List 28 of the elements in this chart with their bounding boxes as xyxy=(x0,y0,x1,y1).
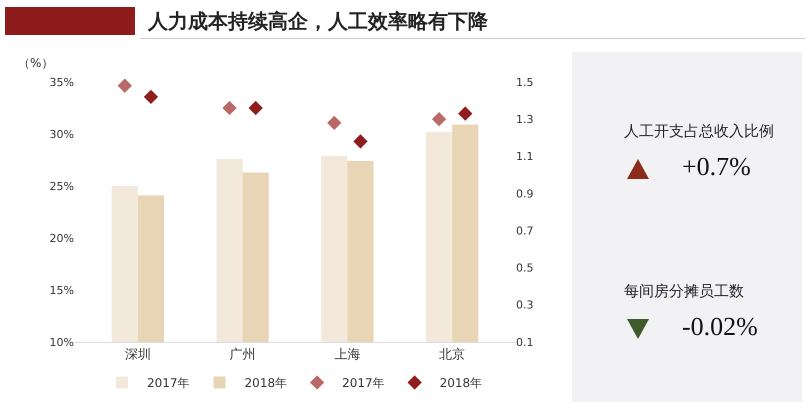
y-tick-label: 30% xyxy=(50,128,74,141)
x-tick-label: 北京 xyxy=(439,348,466,363)
x-tick-label: 广州 xyxy=(230,348,256,363)
y-tick-label: 20% xyxy=(50,232,74,245)
text: +0.7% xyxy=(682,152,751,182)
x-tick-label: 上海 xyxy=(334,348,360,363)
legend-label: 2017年 xyxy=(342,376,385,390)
y-tick-label: 35% xyxy=(50,76,74,89)
y-tick-label: 25% xyxy=(50,180,74,193)
legend-label: 2018年 xyxy=(440,376,482,390)
y2-tick-label: 1.3 xyxy=(516,112,534,126)
y2-tick-label: 0.3 xyxy=(516,298,534,312)
x-tick-label: 深圳 xyxy=(124,348,151,363)
y-tick-label: 15% xyxy=(50,284,74,297)
y2-tick-label: 1.1 xyxy=(516,150,534,164)
y2-tick-label: 0.7 xyxy=(516,224,534,238)
legend-label: 2017年 xyxy=(147,376,190,390)
y-axis-title: （%） xyxy=(18,56,54,70)
text: -0.02% xyxy=(682,312,758,342)
legend-label: 2018年 xyxy=(244,376,288,390)
y2-tick-label: 0.1 xyxy=(516,336,534,349)
y2-tick-label: 0.5 xyxy=(516,262,534,275)
y2-tick-label: 0.9 xyxy=(516,187,534,200)
text: 人工开支占总收入比例 xyxy=(624,122,774,141)
text: 每间房分摊员工数 xyxy=(624,282,744,301)
y-tick-label: 10% xyxy=(50,336,74,349)
y2-tick-label: 1.5 xyxy=(516,76,534,89)
chart-title: 人力成本持续高企，人工效率略有下降 xyxy=(148,8,488,35)
